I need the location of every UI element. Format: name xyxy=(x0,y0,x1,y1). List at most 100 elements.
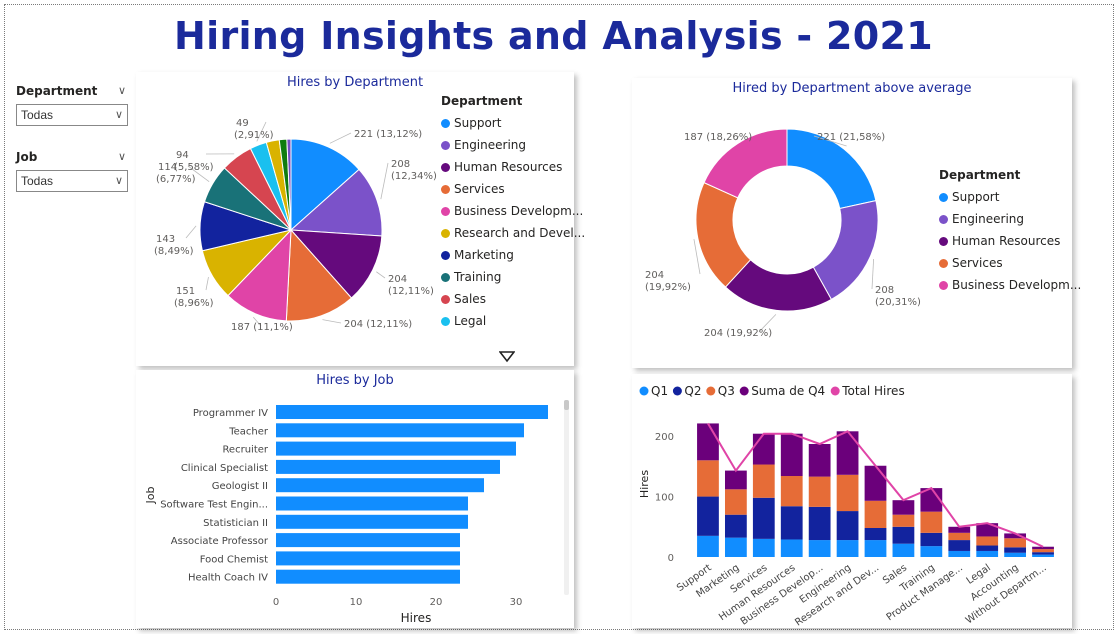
hires-by-department-panel[interactable]: Hires by Department 221 (13,12%) 208 (12,3… xyxy=(136,72,585,366)
stacked-bar-segment[interactable] xyxy=(836,474,859,512)
bar[interactable] xyxy=(276,459,500,474)
legend-item[interactable]: Support xyxy=(441,112,585,134)
department-dropdown[interactable]: Todas ∨ xyxy=(16,104,128,126)
stacked-bar-segment[interactable] xyxy=(808,506,831,541)
pie-slice[interactable] xyxy=(285,228,353,322)
hires-by-job-panel[interactable]: Hires by Job Programmer IV Teacher Recruit… xyxy=(136,370,574,628)
bar[interactable] xyxy=(276,423,524,438)
stacked-bar-segment[interactable] xyxy=(836,431,859,475)
stacked-bar-segment[interactable] xyxy=(780,539,803,557)
stacked-bar-segment[interactable] xyxy=(724,470,747,490)
chevron-down-icon[interactable]: ∨ xyxy=(117,151,126,163)
bar[interactable] xyxy=(276,514,468,529)
legend-item[interactable]: Services xyxy=(441,178,585,200)
stacked-bar-segment[interactable] xyxy=(892,543,915,557)
stacked-bar-segment[interactable] xyxy=(1032,554,1054,557)
stacked-bar-segment[interactable] xyxy=(724,514,747,538)
stacked-bar-segment[interactable] xyxy=(948,540,971,551)
legend-item[interactable]: Training xyxy=(441,266,585,288)
stacked-bar-segment[interactable] xyxy=(1004,552,1027,557)
pie-slice[interactable] xyxy=(289,229,383,299)
department-slicer[interactable]: Department ∨ Todas ∨ xyxy=(16,84,128,126)
stacked-bar-segment[interactable] xyxy=(892,526,915,544)
stacked-bar-segment[interactable] xyxy=(697,460,719,497)
stacked-bar-segment[interactable] xyxy=(948,532,971,541)
stacked-bar-segment[interactable] xyxy=(697,423,719,461)
bar[interactable] xyxy=(276,496,468,511)
stacked-bar-segment[interactable] xyxy=(808,540,831,557)
stacked-bar-segment[interactable] xyxy=(976,550,999,557)
stacked-bar-segment[interactable] xyxy=(948,526,971,533)
stacked-bar-segment[interactable] xyxy=(976,523,999,537)
above-average-donut[interactable]: 221 (21,58%) 208(20,31%) 204 (19,92%) 204(1… xyxy=(632,78,1072,368)
pie-slice[interactable] xyxy=(289,168,383,237)
stacked-bar-segment[interactable] xyxy=(864,540,887,557)
bar[interactable] xyxy=(276,441,516,456)
bar[interactable] xyxy=(276,551,460,566)
stacked-bar-segment[interactable] xyxy=(752,538,775,557)
stacked-bar-segment[interactable] xyxy=(920,532,943,547)
chevron-down-icon[interactable]: ∨ xyxy=(114,175,123,187)
stacked-bar-segment[interactable] xyxy=(836,511,859,541)
legend-scroll-down-icon[interactable] xyxy=(499,351,515,363)
legend-item[interactable]: Services xyxy=(939,252,1081,274)
stacked-bar-segment[interactable] xyxy=(1004,547,1027,553)
legend-item[interactable]: Support xyxy=(939,186,1081,208)
stacked-bar-segment[interactable] xyxy=(1004,538,1027,548)
legend-item[interactable]: Sales xyxy=(441,288,585,310)
scrollbar-track[interactable] xyxy=(564,400,569,595)
stacked-bar-segment[interactable] xyxy=(808,476,831,507)
stacked-bar-segment[interactable] xyxy=(976,545,999,551)
donut-slice[interactable] xyxy=(703,128,788,199)
total-hires-line[interactable] xyxy=(707,422,1044,548)
stacked-bar-segment[interactable] xyxy=(752,464,775,498)
stacked-bar-segment[interactable] xyxy=(752,497,775,539)
stacked-bar-segment[interactable] xyxy=(780,476,803,507)
stacked-bar-segment[interactable] xyxy=(976,536,999,546)
stacked-bar-segment[interactable] xyxy=(780,433,803,477)
legend-item[interactable]: Engineering xyxy=(939,208,1081,230)
stacked-bar-segment[interactable] xyxy=(948,550,971,557)
quarterly-hires-panel[interactable]: Q1 Q2 Q3 Suma de Q4 Total Hires 0 100 200 Hires S… xyxy=(632,374,1072,628)
stacked-bar-segment[interactable] xyxy=(892,500,915,515)
stacked-bar-segment[interactable] xyxy=(1004,533,1027,539)
stacked-bar-segment[interactable] xyxy=(1032,546,1054,550)
job-slicer[interactable]: Job ∨ Todas ∨ xyxy=(16,150,128,192)
scrollbar-thumb[interactable] xyxy=(564,400,569,410)
legend-item[interactable]: Business Developm... xyxy=(939,274,1081,296)
bar[interactable] xyxy=(276,533,460,548)
legend-item[interactable]: Research and Devel... xyxy=(441,222,585,244)
stacked-bar-segment[interactable] xyxy=(808,443,831,477)
legend-item[interactable]: Business Developm... xyxy=(441,200,585,222)
stacked-bar-segment[interactable] xyxy=(864,500,887,528)
job-dropdown[interactable]: Todas ∨ xyxy=(16,170,128,192)
stacked-bar-segment[interactable] xyxy=(920,511,943,533)
pie-slice[interactable] xyxy=(227,228,292,322)
legend-item[interactable]: Legal xyxy=(441,310,585,332)
pie-slice[interactable] xyxy=(290,138,360,232)
stacked-bar-segment[interactable] xyxy=(697,535,719,557)
chevron-down-icon[interactable]: ∨ xyxy=(117,85,126,97)
above-average-panel[interactable]: Hired by Department above average 221 (2… xyxy=(632,78,1081,368)
stacked-bar-segment[interactable] xyxy=(892,514,915,527)
pie-slice[interactable] xyxy=(286,138,292,231)
quarterly-hires-chart[interactable]: Q1 Q2 Q3 Suma de Q4 Total Hires0100200HiresS… xyxy=(632,374,1072,628)
stacked-bar-segment[interactable] xyxy=(836,540,859,557)
stacked-bar-segment[interactable] xyxy=(864,527,887,541)
stacked-bar-segment[interactable] xyxy=(780,506,803,540)
stacked-bar-segment[interactable] xyxy=(864,465,887,501)
chevron-down-icon[interactable]: ∨ xyxy=(114,109,123,121)
stacked-bar-segment[interactable] xyxy=(1032,552,1054,555)
legend-item[interactable]: Marketing xyxy=(441,244,585,266)
legend-item[interactable]: Human Resources xyxy=(939,230,1081,252)
stacked-bar-segment[interactable] xyxy=(724,537,747,557)
hires-by-department-pie[interactable]: 221 (13,12%) 208(12,34%) 204(12,11%) 204 (1… xyxy=(136,72,574,366)
stacked-bar-segment[interactable] xyxy=(724,489,747,515)
hires-by-job-chart[interactable]: Programmer IV Teacher Recruiter Clinical Sp… xyxy=(136,370,574,628)
legend-item[interactable]: Human Resources xyxy=(441,156,585,178)
bar[interactable] xyxy=(276,478,484,493)
bar[interactable] xyxy=(276,569,460,584)
stacked-bar-segment[interactable] xyxy=(752,433,775,465)
stacked-bar-segment[interactable] xyxy=(697,496,719,536)
bar[interactable] xyxy=(276,405,548,419)
